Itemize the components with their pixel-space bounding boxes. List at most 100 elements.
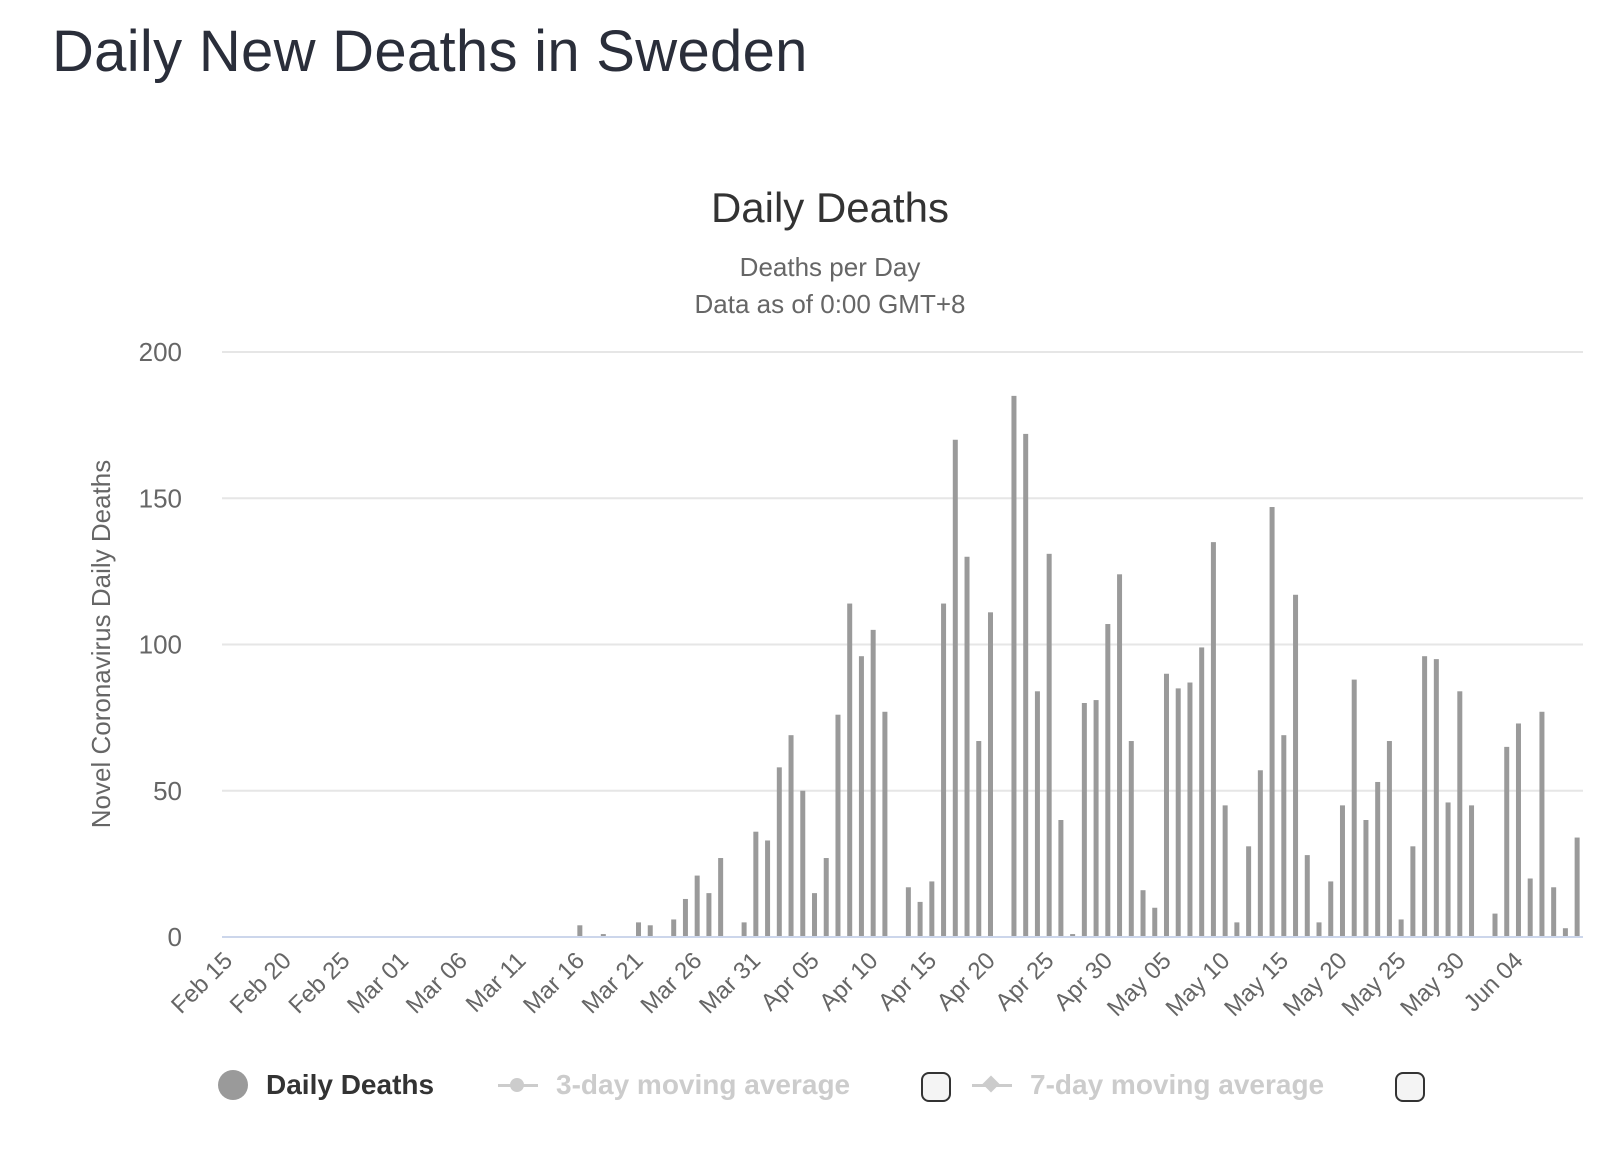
bar[interactable]	[776, 767, 782, 937]
bar[interactable]	[682, 898, 688, 937]
bar[interactable]	[1515, 723, 1521, 937]
bar[interactable]	[706, 893, 712, 937]
bar[interactable]	[600, 934, 606, 937]
bar[interactable]	[1469, 805, 1475, 937]
bar[interactable]	[1433, 659, 1439, 937]
bar[interactable]	[1234, 922, 1240, 937]
bar[interactable]	[1386, 741, 1392, 937]
bar[interactable]	[1023, 433, 1029, 937]
bar[interactable]	[1140, 890, 1146, 937]
chart-subtitle-line-1: Deaths per Day	[740, 252, 921, 282]
bar[interactable]	[1081, 703, 1087, 937]
bar-series-daily-deaths[interactable]	[577, 395, 1580, 938]
bar[interactable]	[823, 858, 829, 937]
bar[interactable]	[1457, 691, 1463, 937]
bar[interactable]	[1363, 820, 1369, 937]
bar[interactable]	[1328, 881, 1334, 937]
legend-item-3-day-average[interactable]: 3-day moving average	[498, 1060, 850, 1110]
bar[interactable]	[1199, 647, 1205, 937]
x-tick-label: Feb 20	[225, 947, 297, 1019]
x-tick-label: Jun 04	[1459, 947, 1529, 1017]
bar[interactable]	[1504, 746, 1510, 937]
bar[interactable]	[1422, 656, 1428, 937]
bar[interactable]	[1339, 805, 1345, 937]
x-tick-label: Mar 01	[342, 947, 414, 1019]
bar[interactable]	[1562, 928, 1568, 937]
bar[interactable]	[741, 922, 747, 937]
bar[interactable]	[694, 875, 700, 937]
bar[interactable]	[718, 858, 724, 937]
bar[interactable]	[636, 922, 642, 937]
line-circle-marker-icon	[498, 1075, 538, 1095]
bar[interactable]	[812, 893, 818, 937]
bar[interactable]	[577, 925, 583, 937]
bar[interactable]	[1574, 837, 1580, 937]
y-tick-label: 0	[168, 922, 182, 952]
bar[interactable]	[1210, 542, 1216, 937]
bar[interactable]	[941, 603, 947, 937]
bar[interactable]	[788, 735, 794, 937]
bar[interactable]	[1117, 574, 1123, 937]
bar[interactable]	[671, 919, 677, 937]
bar[interactable]	[1046, 553, 1052, 937]
bar[interactable]	[800, 790, 806, 937]
bar[interactable]	[1175, 688, 1181, 937]
checkbox-7-day-average[interactable]	[1395, 1072, 1425, 1102]
y-tick-label: 100	[139, 630, 182, 660]
bar[interactable]	[929, 881, 935, 937]
bar[interactable]	[1293, 594, 1299, 937]
bar[interactable]	[1351, 679, 1357, 937]
bar[interactable]	[858, 656, 864, 937]
bar[interactable]	[1281, 735, 1287, 937]
bar[interactable]	[976, 741, 982, 937]
x-tick-label: Mar 26	[636, 947, 708, 1019]
bar[interactable]	[1257, 770, 1263, 937]
bar[interactable]	[1246, 846, 1252, 937]
bar[interactable]	[987, 612, 993, 937]
bar[interactable]	[1269, 507, 1275, 937]
bar[interactable]	[1128, 741, 1134, 937]
bar[interactable]	[1011, 395, 1017, 937]
legend-item-daily-deaths[interactable]: Daily Deaths	[218, 1060, 434, 1110]
legend-item-7-day-average[interactable]: 7-day moving average	[972, 1060, 1324, 1110]
bar[interactable]	[1375, 781, 1381, 937]
chart-legend: Daily Deaths 3-day moving average 7-day …	[0, 1060, 1603, 1120]
bar[interactable]	[964, 556, 970, 937]
bar[interactable]	[1304, 855, 1310, 937]
bar[interactable]	[647, 925, 653, 937]
checkbox-3-day-average[interactable]	[921, 1072, 951, 1102]
bar[interactable]	[1445, 802, 1451, 937]
bar[interactable]	[870, 629, 876, 937]
bar[interactable]	[882, 711, 888, 937]
bar[interactable]	[753, 831, 759, 937]
bar[interactable]	[1222, 805, 1228, 937]
bar[interactable]	[917, 901, 923, 937]
bar[interactable]	[847, 603, 853, 937]
bar[interactable]	[1070, 934, 1076, 937]
x-tick-label: Mar 31	[694, 947, 766, 1019]
bar[interactable]	[1551, 887, 1557, 937]
bar[interactable]	[1034, 691, 1040, 937]
bar[interactable]	[765, 840, 771, 937]
bar[interactable]	[1187, 682, 1193, 937]
bar[interactable]	[1152, 907, 1158, 937]
x-tick-label: Apr 15	[873, 947, 942, 1016]
bar[interactable]	[1398, 919, 1404, 937]
bar[interactable]	[952, 439, 958, 937]
bar[interactable]	[1539, 711, 1545, 937]
bar[interactable]	[1410, 846, 1416, 937]
bar[interactable]	[1093, 700, 1099, 937]
y-tick-label: 150	[139, 483, 182, 513]
bar[interactable]	[1527, 878, 1533, 938]
bar[interactable]	[1492, 913, 1498, 937]
bar[interactable]	[1163, 673, 1169, 937]
x-tick-label: May 10	[1161, 947, 1236, 1022]
bar[interactable]	[835, 714, 841, 937]
bar[interactable]	[1105, 624, 1111, 937]
bar[interactable]	[905, 887, 911, 937]
x-tick-label: May 15	[1219, 947, 1294, 1022]
bar[interactable]	[1058, 820, 1064, 937]
bar[interactable]	[1316, 922, 1322, 937]
